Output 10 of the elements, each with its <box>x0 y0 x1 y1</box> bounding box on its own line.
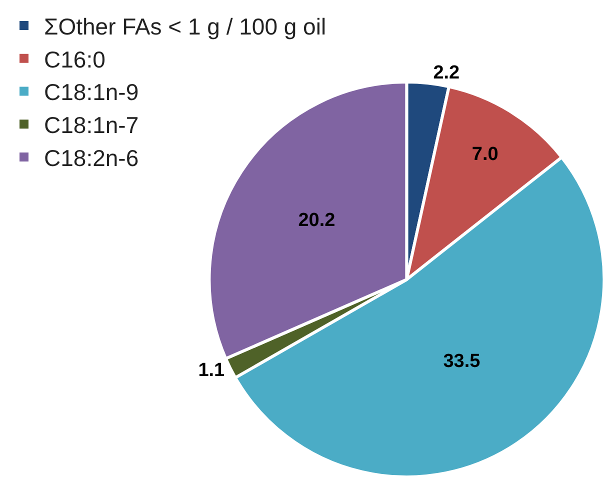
data-label: 33.5 <box>443 350 481 372</box>
legend-label: ΣOther FAs < 1 g / 100 g oil <box>44 13 326 40</box>
data-label: 2.2 <box>433 62 460 84</box>
legend-label: C18:1n-7 <box>44 112 139 138</box>
data-label: 1.1 <box>198 360 226 381</box>
legend-label: C18:1n-9 <box>44 79 139 106</box>
legend-label: C18:2n-6 <box>44 145 139 172</box>
data-label: 20.2 <box>298 210 336 232</box>
legend-label: C16:0 <box>44 46 106 72</box>
data-label: 7.0 <box>472 144 498 165</box>
